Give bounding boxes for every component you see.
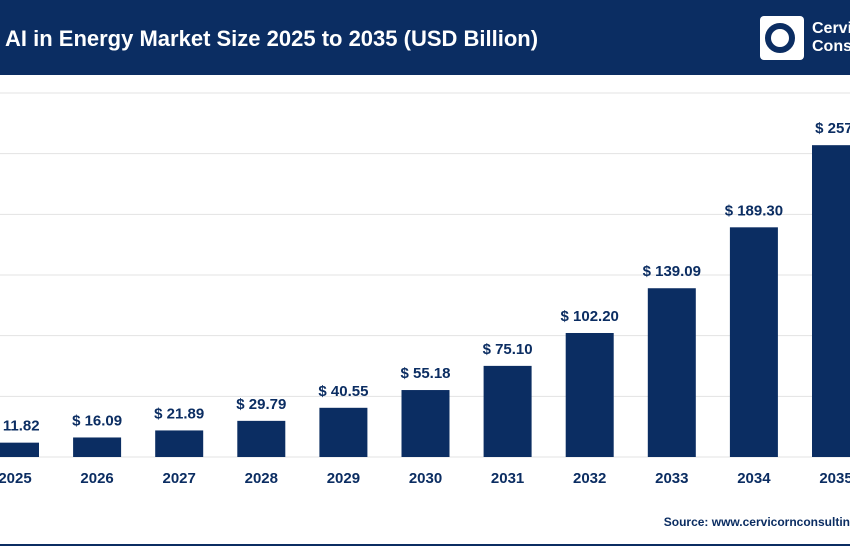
bar: [729, 227, 778, 457]
x-tick-label: 2027: [163, 470, 196, 487]
bar: [319, 407, 368, 457]
x-tick-label: 2032: [573, 470, 606, 487]
data-label: $ 257.: [815, 120, 850, 137]
x-tick-label: 2028: [245, 470, 278, 487]
x-tick-label: 2034: [737, 470, 771, 487]
x-tick-label: 2033: [655, 470, 688, 487]
data-label: $ 102.20: [561, 308, 619, 325]
bar: [812, 145, 850, 457]
data-label: $ 189.30: [725, 202, 783, 219]
bar: [73, 437, 122, 457]
logo-text: Cervic: [812, 20, 850, 37]
data-label: $ 75.10: [483, 341, 533, 358]
logo-text: Consu: [812, 38, 850, 55]
header-bar: [0, 0, 850, 75]
chart-title: AI in Energy Market Size 2025 to 2035 (U…: [5, 26, 538, 51]
bar: [0, 442, 39, 457]
bar: [565, 332, 614, 457]
bar: [155, 430, 204, 457]
x-tick-label: 2031: [491, 470, 524, 487]
data-label: $ 16.09: [72, 412, 122, 429]
x-tick-label: 2030: [409, 470, 442, 487]
bar: [647, 288, 696, 457]
data-label: $ 11.82: [0, 418, 40, 435]
bar: [401, 390, 450, 457]
source-note: Source: www.cervicornconsultin: [664, 515, 850, 529]
x-tick-label: 2026: [80, 470, 113, 487]
x-tick-label: 2029: [327, 470, 360, 487]
data-label: $ 40.55: [318, 383, 368, 400]
x-tick-label: 2035: [819, 470, 850, 487]
data-label: $ 29.79: [236, 396, 286, 413]
data-label: $ 55.18: [400, 365, 450, 382]
x-tick-label: 2025: [0, 470, 32, 487]
bar: [237, 420, 286, 457]
data-label: $ 21.89: [154, 405, 204, 422]
logo-icon: [765, 23, 795, 53]
data-label: $ 139.09: [643, 263, 701, 280]
bar: [483, 365, 532, 457]
